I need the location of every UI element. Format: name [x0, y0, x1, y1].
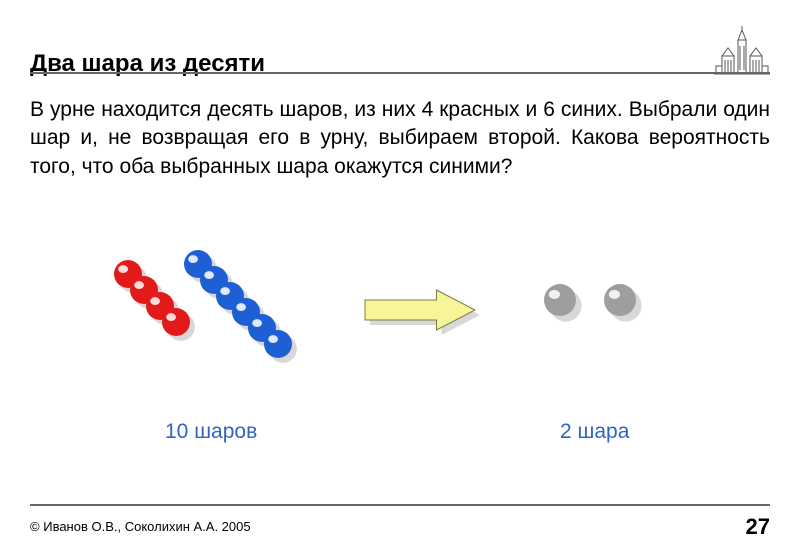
university-building-icon: [714, 26, 770, 78]
slide: Два шара из десяти: [0, 0, 800, 554]
problem-text: В урне находится десять шаров, из них 4 …: [30, 96, 770, 181]
top-rule: [30, 72, 770, 74]
page-number: 27: [746, 514, 770, 540]
footer-author: © Иванов О.В., Соколихин А.А. 2005: [30, 519, 251, 534]
author-text: Иванов О.В., Соколихин А.А. 2005: [43, 519, 250, 534]
bottom-rule: [30, 504, 770, 506]
caption-two-balls: 2 шара: [560, 420, 629, 444]
balls-diagram: [0, 240, 800, 440]
header: Два шара из десяти: [30, 26, 770, 78]
copyright-icon: ©: [30, 519, 40, 534]
caption-ten-balls: 10 шаров: [165, 420, 257, 444]
